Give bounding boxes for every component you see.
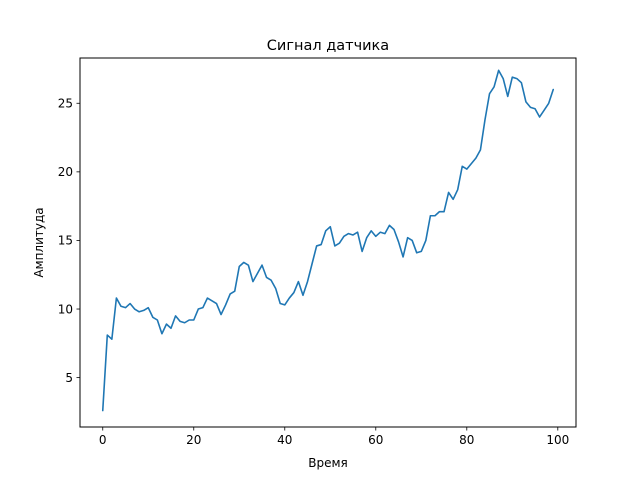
y-tick-label: 20 xyxy=(58,165,73,179)
series-layer xyxy=(101,69,555,412)
x-tick-label: 80 xyxy=(459,433,474,447)
x-tick-label: 60 xyxy=(368,433,383,447)
y-tick-label: 25 xyxy=(58,97,73,111)
plot-area xyxy=(80,58,576,427)
x-tick-label: 40 xyxy=(277,433,292,447)
y-tick-label: 5 xyxy=(65,371,73,385)
chart-title: Сигнал датчика xyxy=(267,38,389,54)
x-axis-ticks: 0 20 40 60 80 100 xyxy=(99,427,569,447)
y-axis-ticks: 5 10 15 20 25 xyxy=(58,97,80,385)
x-axis-label: Время xyxy=(308,456,348,470)
y-tick-label: 10 xyxy=(58,302,73,316)
series-line xyxy=(101,69,555,412)
y-axis-label: Амплитуда xyxy=(32,207,46,277)
x-tick-label: 0 xyxy=(99,433,107,447)
x-tick-label: 100 xyxy=(546,433,569,447)
x-tick-label: 20 xyxy=(186,433,201,447)
y-tick-label: 15 xyxy=(58,234,73,248)
axes-frame xyxy=(79,57,577,428)
